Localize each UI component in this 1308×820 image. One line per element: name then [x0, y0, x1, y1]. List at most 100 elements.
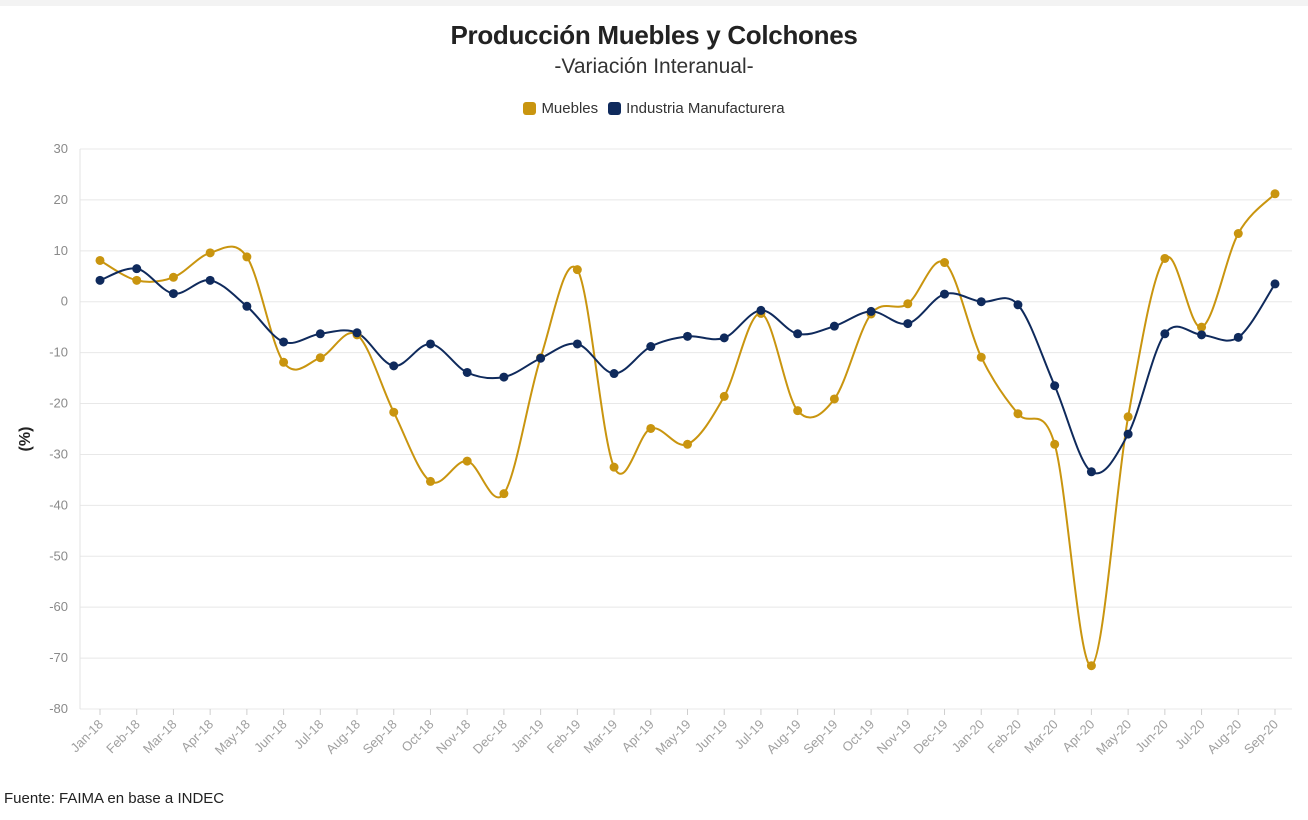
x-tick-label: Apr-18 — [178, 717, 216, 755]
source-note: Fuente: FAIMA en base a INDEC — [4, 790, 225, 807]
x-tick-label: Dec-18 — [470, 717, 510, 757]
data-point-industria[interactable] — [536, 353, 546, 363]
data-point-muebles[interactable] — [462, 456, 472, 466]
data-point-industria[interactable] — [279, 337, 289, 347]
data-point-muebles[interactable] — [315, 353, 325, 363]
data-point-muebles[interactable] — [425, 476, 435, 486]
y-tick-label: -40 — [49, 497, 68, 512]
x-tick-label: Jul-18 — [291, 717, 327, 753]
data-point-muebles[interactable] — [1050, 439, 1060, 449]
data-point-muebles[interactable] — [976, 352, 986, 362]
data-point-muebles[interactable] — [829, 394, 839, 404]
x-tick-label: Mar-19 — [580, 717, 620, 757]
data-point-industria[interactable] — [205, 275, 215, 285]
x-tick-label: Jan-19 — [508, 717, 547, 756]
y-tick-label: -50 — [49, 548, 68, 563]
data-point-muebles[interactable] — [903, 299, 913, 309]
x-tick-label: Aug-20 — [1204, 717, 1244, 757]
data-point-muebles[interactable] — [168, 272, 178, 282]
x-tick-label: Jan-18 — [67, 717, 106, 756]
data-point-industria[interactable] — [683, 331, 692, 341]
x-tick-label: May-18 — [212, 717, 253, 758]
data-point-muebles[interactable] — [1160, 253, 1170, 263]
series-points — [95, 189, 1280, 671]
data-point-industria[interactable] — [168, 289, 178, 299]
data-point-muebles[interactable] — [1086, 661, 1096, 671]
data-point-muebles[interactable] — [1123, 412, 1133, 422]
data-point-industria[interactable] — [352, 328, 362, 338]
data-point-muebles[interactable] — [1197, 322, 1207, 332]
data-point-industria[interactable] — [1123, 429, 1133, 439]
x-tick-label: Apr-20 — [1059, 717, 1097, 755]
x-tick-label: Jun-19 — [692, 717, 731, 756]
data-point-muebles[interactable] — [572, 265, 582, 275]
data-point-industria[interactable] — [719, 333, 729, 343]
x-tick-label: Feb-20 — [984, 717, 1024, 757]
data-point-muebles[interactable] — [1233, 229, 1243, 239]
data-point-industria[interactable] — [1050, 381, 1060, 391]
y-tick-labels: 30 20 10 0 -10 -20 -30 -40 -50 -60 -70 -80 — [49, 141, 68, 716]
data-point-industria[interactable] — [425, 339, 435, 349]
x-tick-label: Aug-18 — [323, 717, 363, 757]
y-tick-label: 20 — [54, 192, 68, 207]
x-tick-label: Dec-19 — [910, 717, 950, 757]
legend-item-muebles[interactable]: Muebles — [523, 100, 598, 117]
data-point-industria[interactable] — [315, 329, 325, 339]
data-point-muebles[interactable] — [279, 357, 289, 367]
legend-swatch-muebles — [523, 102, 537, 115]
data-point-muebles[interactable] — [389, 407, 399, 417]
legend-swatch-industria — [608, 102, 622, 115]
top-bar — [0, 0, 1308, 6]
data-point-industria[interactable] — [389, 361, 399, 371]
x-tick-label: May-19 — [652, 717, 693, 758]
data-point-industria[interactable] — [866, 306, 876, 316]
data-point-industria[interactable] — [132, 264, 142, 274]
data-point-industria[interactable] — [572, 339, 582, 349]
data-point-industria[interactable] — [462, 367, 472, 377]
x-tick-label: Jun-20 — [1132, 717, 1171, 756]
x-tick-label: Sep-19 — [800, 717, 840, 757]
y-tick-label: -70 — [49, 650, 68, 665]
data-point-muebles[interactable] — [609, 462, 619, 472]
data-point-muebles[interactable] — [205, 248, 215, 258]
data-point-industria[interactable] — [1233, 332, 1243, 342]
x-tick-label: Sep-18 — [360, 717, 400, 757]
data-point-industria[interactable] — [829, 321, 839, 331]
y-tick-label: 0 — [61, 294, 68, 309]
x-tick-label: Jul-20 — [1172, 717, 1208, 753]
data-point-industria[interactable] — [976, 297, 986, 307]
data-point-muebles[interactable] — [499, 489, 509, 499]
data-point-industria[interactable] — [940, 289, 950, 299]
data-point-industria[interactable] — [1160, 329, 1170, 339]
data-point-industria[interactable] — [95, 275, 105, 285]
data-point-industria[interactable] — [609, 369, 619, 379]
data-point-industria[interactable] — [242, 301, 252, 311]
legend-item-industria[interactable]: Industria Manufacturera — [608, 100, 785, 117]
y-tick-label: -80 — [49, 701, 68, 716]
data-point-muebles[interactable] — [1270, 189, 1280, 199]
data-point-industria[interactable] — [903, 319, 913, 329]
data-point-industria[interactable] — [646, 342, 656, 352]
data-point-industria[interactable] — [1197, 330, 1207, 340]
data-point-industria[interactable] — [1270, 279, 1280, 289]
data-point-industria[interactable] — [499, 372, 509, 382]
x-tick-label: Jan-20 — [949, 717, 988, 756]
x-tick-label: Aug-19 — [764, 717, 804, 757]
data-point-industria[interactable] — [1013, 300, 1023, 310]
data-point-industria[interactable] — [793, 329, 803, 339]
x-tick-label: Oct-18 — [398, 717, 436, 755]
data-point-muebles[interactable] — [719, 391, 729, 401]
data-point-muebles[interactable] — [242, 252, 252, 262]
gridlines — [79, 148, 1292, 710]
data-point-industria[interactable] — [1086, 467, 1096, 477]
data-point-muebles[interactable] — [793, 406, 803, 416]
data-point-muebles[interactable] — [683, 439, 692, 449]
data-point-muebles[interactable] — [95, 255, 105, 265]
data-point-muebles[interactable] — [132, 275, 142, 285]
x-tick-label: May-20 — [1093, 717, 1134, 758]
x-tick-label: Feb-18 — [103, 717, 143, 757]
data-point-muebles[interactable] — [646, 423, 656, 433]
data-point-industria[interactable] — [756, 305, 766, 315]
data-point-muebles[interactable] — [940, 258, 950, 268]
data-point-muebles[interactable] — [1013, 409, 1023, 419]
